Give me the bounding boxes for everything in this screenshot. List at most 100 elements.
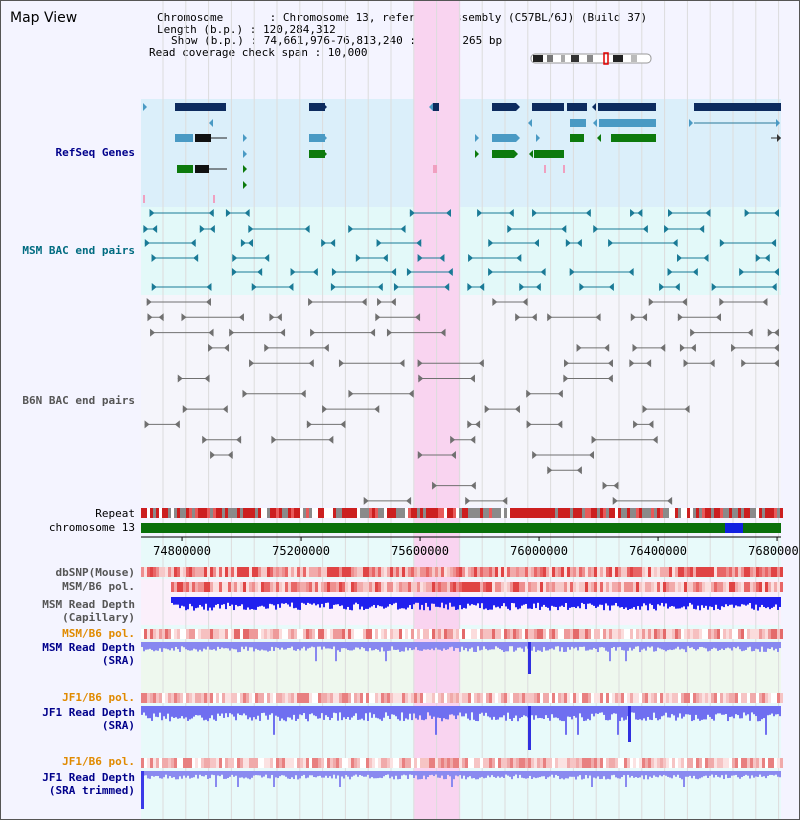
- msm-b6-pol-sra-cell: [300, 629, 303, 639]
- msm-depth-capillary-bar: [639, 597, 641, 610]
- jf1-depth-sra-bar: [487, 706, 489, 717]
- jf1-b6-pol-cell: [741, 693, 744, 703]
- jf1-depth-sra-bar: [293, 706, 295, 715]
- jf1-depth-sra-bar: [635, 706, 637, 720]
- jf1-b6-pol-trim-cell: [549, 758, 552, 768]
- jf1-b6-pol-cell: [435, 693, 438, 703]
- jf1-depth-sra-bar: [169, 706, 171, 722]
- jf1-depth-trim-bar: [407, 771, 409, 779]
- track-label-msm-b6-pol-sra[interactable]: MSM/B6 pol.: [62, 627, 135, 640]
- jf1-depth-sra-bar: [337, 706, 339, 721]
- msm-b6-pol-sra-cell: [633, 629, 636, 639]
- msm-b6-pol-cell: [318, 582, 321, 592]
- track-label-msm-read-depth-capillary[interactable]: MSM Read Depth (Capillary): [42, 598, 135, 624]
- gene-feature: [570, 134, 584, 142]
- jf1-b6-pol-cell: [432, 693, 435, 703]
- msm-depth-capillary-bar: [287, 597, 289, 605]
- dbsnp-cell: [774, 567, 777, 577]
- repeat-segment: [471, 508, 474, 518]
- msm-b6-pol-cell: [201, 582, 204, 592]
- jf1-depth-sra-bar: [713, 706, 715, 721]
- msm-b6-pol-sra-cell: [225, 629, 228, 639]
- jf1-depth-trim-bar: [335, 771, 337, 779]
- jf1-depth-trim-bar: [281, 771, 283, 776]
- msm-b6-pol-cell: [177, 582, 180, 592]
- jf1-depth-sra-bar: [747, 706, 749, 715]
- track-label-jf1-b6-pol[interactable]: JF1/B6 pol.: [62, 691, 135, 704]
- jf1-b6-pol-trim-cell: [387, 758, 390, 768]
- msm-b6-pol-sra-cell: [438, 629, 441, 639]
- jf1-b6-pol-cell: [159, 693, 162, 703]
- repeat-segment: [714, 508, 717, 518]
- msm-depth-sra-bar: [153, 642, 155, 652]
- msm-depth-capillary-bar: [431, 597, 433, 604]
- b6n-bac-pair-end: [563, 374, 569, 383]
- jf1-depth-trim-bar: [573, 771, 575, 777]
- jf1-b6-pol-trim-cell: [147, 758, 150, 768]
- msm-b6-pol-sra-cell: [582, 629, 585, 639]
- jf1-depth-trim-bar: [371, 771, 373, 778]
- jf1-depth-sra-bar: [341, 706, 343, 721]
- msm-bac-pair-end: [667, 268, 673, 276]
- track-label-dbsnp[interactable]: dbSNP(Mouse): [55, 566, 135, 579]
- msm-depth-capillary-bar: [635, 597, 637, 610]
- track-label-msm-b6-pol-capillary[interactable]: MSM/B6 pol.: [62, 580, 135, 593]
- msm-b6-pol-sra-cell: [420, 629, 423, 639]
- jf1-b6-pol-trim-cell: [705, 758, 708, 768]
- ideogram-band: [571, 55, 579, 62]
- jf1-depth-sra-bar: [511, 706, 513, 722]
- msm-depth-sra-bar: [161, 642, 163, 652]
- b6n-bac-pair-end: [174, 420, 180, 429]
- msm-bac-pair-end: [535, 283, 541, 291]
- jf1-depth-sra-bar: [193, 706, 195, 717]
- track-label-jf1-b6-pol-trimmed[interactable]: JF1/B6 pol.: [62, 755, 135, 768]
- jf1-depth-trim-bar: [379, 771, 381, 778]
- track-label-refseq-genes[interactable]: RefSeq Genes: [55, 146, 135, 159]
- msm-depth-sra-bar: [411, 642, 413, 651]
- jf1-b6-pol-trim-cell: [699, 758, 702, 768]
- dbsnp-cell: [552, 567, 555, 577]
- msm-b6-pol-cell: [210, 582, 213, 592]
- jf1-depth-sra-bar: [543, 706, 545, 720]
- msm-b6-pol-sra-cell: [153, 629, 156, 639]
- msm-depth-sra-bar: [573, 642, 575, 649]
- jf1-depth-trim-bar: [191, 771, 193, 778]
- jf1-depth-trim-bar: [771, 771, 773, 775]
- msm-b6-pol-cell: [225, 582, 228, 592]
- jf1-depth-trim-bar: [247, 771, 249, 779]
- msm-bac-pair-end: [209, 225, 215, 233]
- track-label-msm-read-depth-sra[interactable]: MSM Read Depth (SRA): [42, 641, 135, 667]
- msm-depth-capillary-bar: [209, 597, 211, 608]
- msm-depth-sra-bar: [141, 642, 143, 647]
- track-label-jf1-read-depth-trimmed[interactable]: JF1 Read Depth (SRA trimmed): [42, 771, 135, 797]
- axis-tick-label: 74800000: [153, 544, 211, 558]
- msm-depth-capillary-bar: [445, 597, 447, 605]
- track-label-b6n-bac-end-pairs[interactable]: B6N BAC end pairs: [22, 394, 135, 407]
- dbsnp-cell: [429, 567, 432, 577]
- msm-b6-pol-cell: [690, 582, 693, 592]
- track-label-jf1-read-depth-sra[interactable]: JF1 Read Depth (SRA): [42, 706, 135, 732]
- jf1-depth-trim-bar: [733, 771, 735, 776]
- jf1-b6-pol-cell: [714, 693, 717, 703]
- strand-arrow: [777, 103, 781, 111]
- msm-depth-sra-bar: [769, 642, 771, 649]
- msm-b6-pol-cell: [459, 582, 462, 592]
- jf1-depth-sra-bar: [383, 706, 385, 718]
- msm-bac-pair-end: [608, 283, 614, 291]
- msm-depth-sra-bar: [207, 642, 209, 647]
- msm-depth-capillary-bar: [229, 597, 231, 606]
- msm-depth-capillary-bar: [589, 597, 591, 604]
- jf1-depth-trim-bar: [427, 771, 429, 777]
- track-label-msm-bac-end-pairs[interactable]: MSM BAC end pairs: [22, 244, 135, 257]
- msm-b6-pol-sra-cell: [612, 629, 615, 639]
- msm-depth-sra-bar: [271, 642, 273, 647]
- msm-depth-sra-bar: [221, 642, 223, 648]
- dbsnp-cell: [189, 567, 192, 577]
- jf1-depth-sra-bar: [145, 706, 147, 716]
- jf1-depth-sra-bar: [463, 706, 465, 717]
- repeat-segment: [582, 508, 585, 518]
- jf1-b6-pol-trim-cell: [168, 758, 171, 768]
- jf1-depth-trim-bar: [345, 771, 347, 776]
